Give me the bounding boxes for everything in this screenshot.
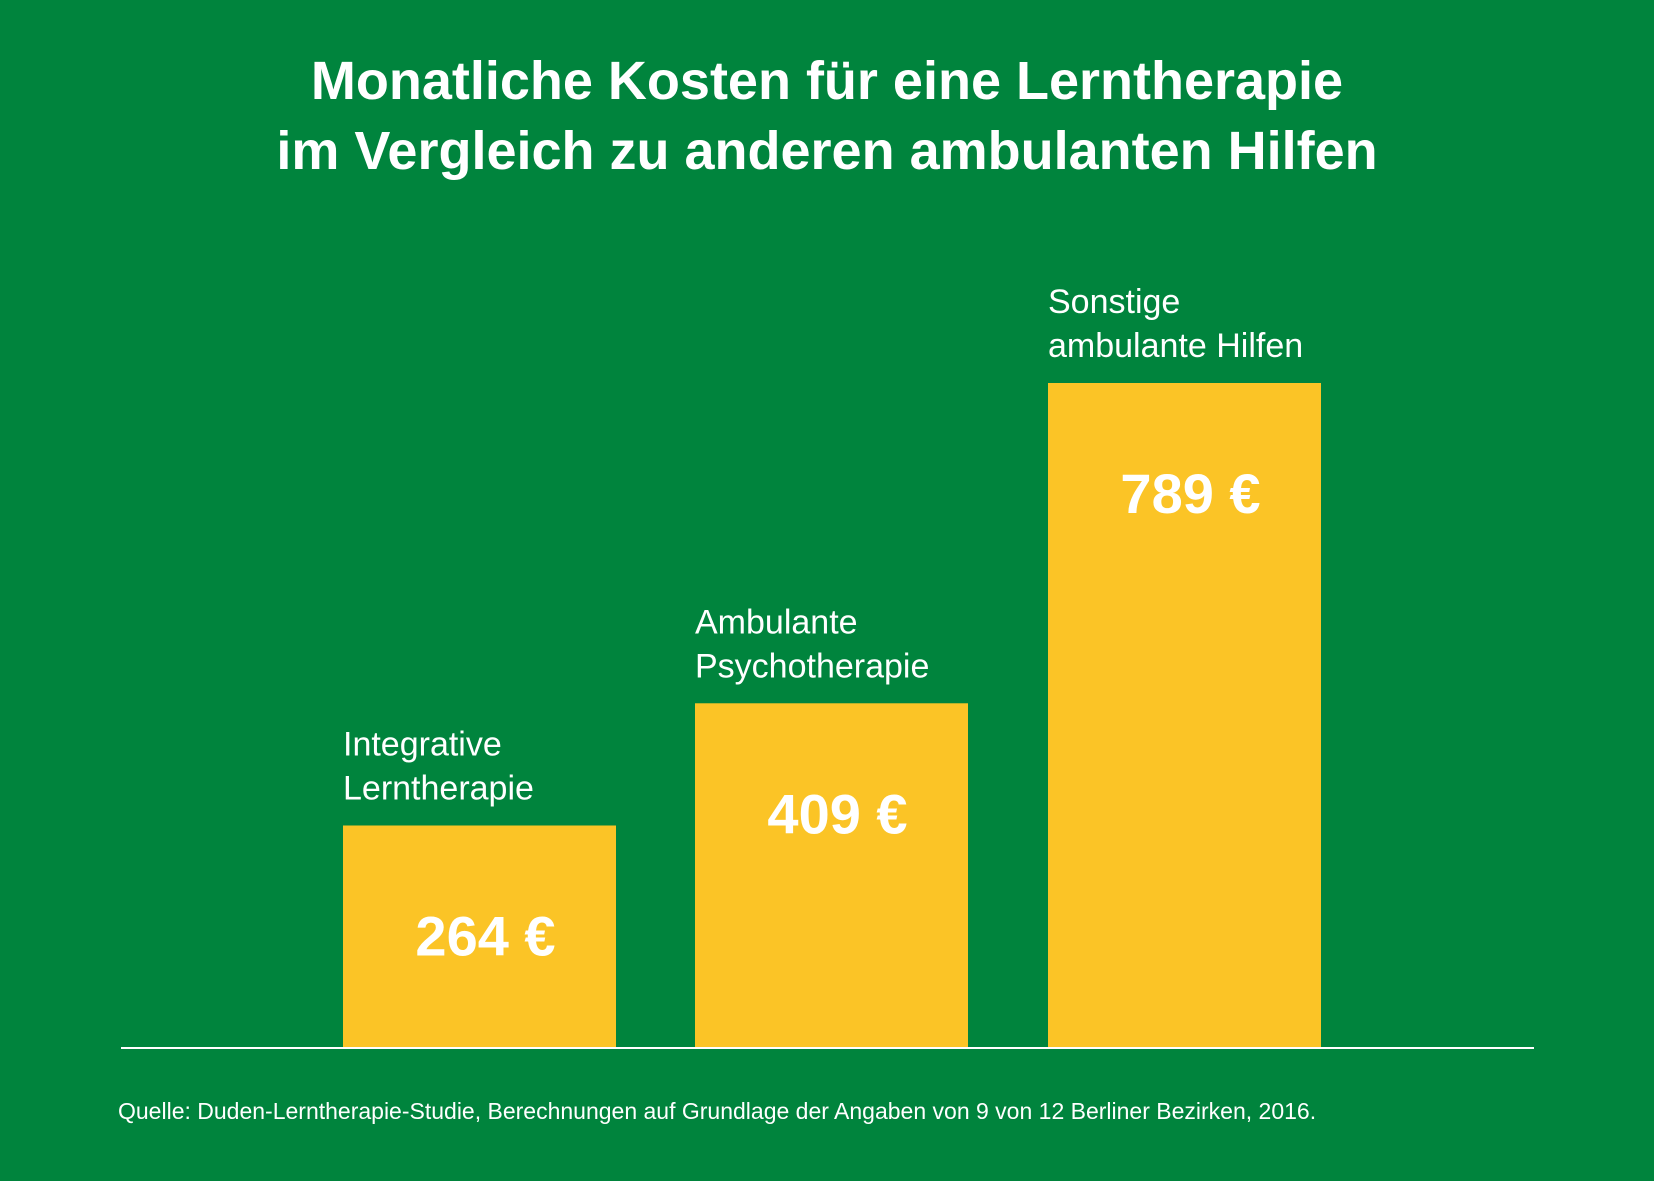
category-label-3-line-1: Sonstige <box>1048 283 1180 321</box>
category-label-1-line-1: Integrative <box>343 725 502 763</box>
source-note: Quelle: Duden-Lerntherapie-Studie, Berec… <box>118 1098 1317 1124</box>
value-label-2: 409 € <box>767 782 907 845</box>
category-label-3: Sonstige ambulante Hilfen <box>1048 283 1303 365</box>
bars-group: 264 € Integrative Lerntherapie 409 € Ambulan… <box>343 283 1321 1048</box>
bar-3 <box>1048 383 1321 1048</box>
value-label-1: 264 € <box>415 904 555 967</box>
value-label-3: 789 € <box>1120 462 1260 525</box>
category-label-1: Integrative Lerntherapie <box>343 725 534 807</box>
bar-1 <box>343 825 616 1048</box>
bar-2 <box>695 703 968 1048</box>
category-label-3-line-2: ambulante Hilfen <box>1048 327 1303 365</box>
chart-title-line-2: im Vergleich zu anderen ambulanten Hilfe… <box>276 121 1378 181</box>
category-label-2: Ambulante Psychotherapie <box>695 603 929 685</box>
category-label-1-line-2: Lerntherapie <box>343 769 534 807</box>
category-label-2-line-1: Ambulante <box>695 603 858 641</box>
category-label-2-line-2: Psychotherapie <box>695 647 929 685</box>
chart-title-line-1: Monatliche Kosten für eine Lerntherapie <box>310 51 1344 111</box>
